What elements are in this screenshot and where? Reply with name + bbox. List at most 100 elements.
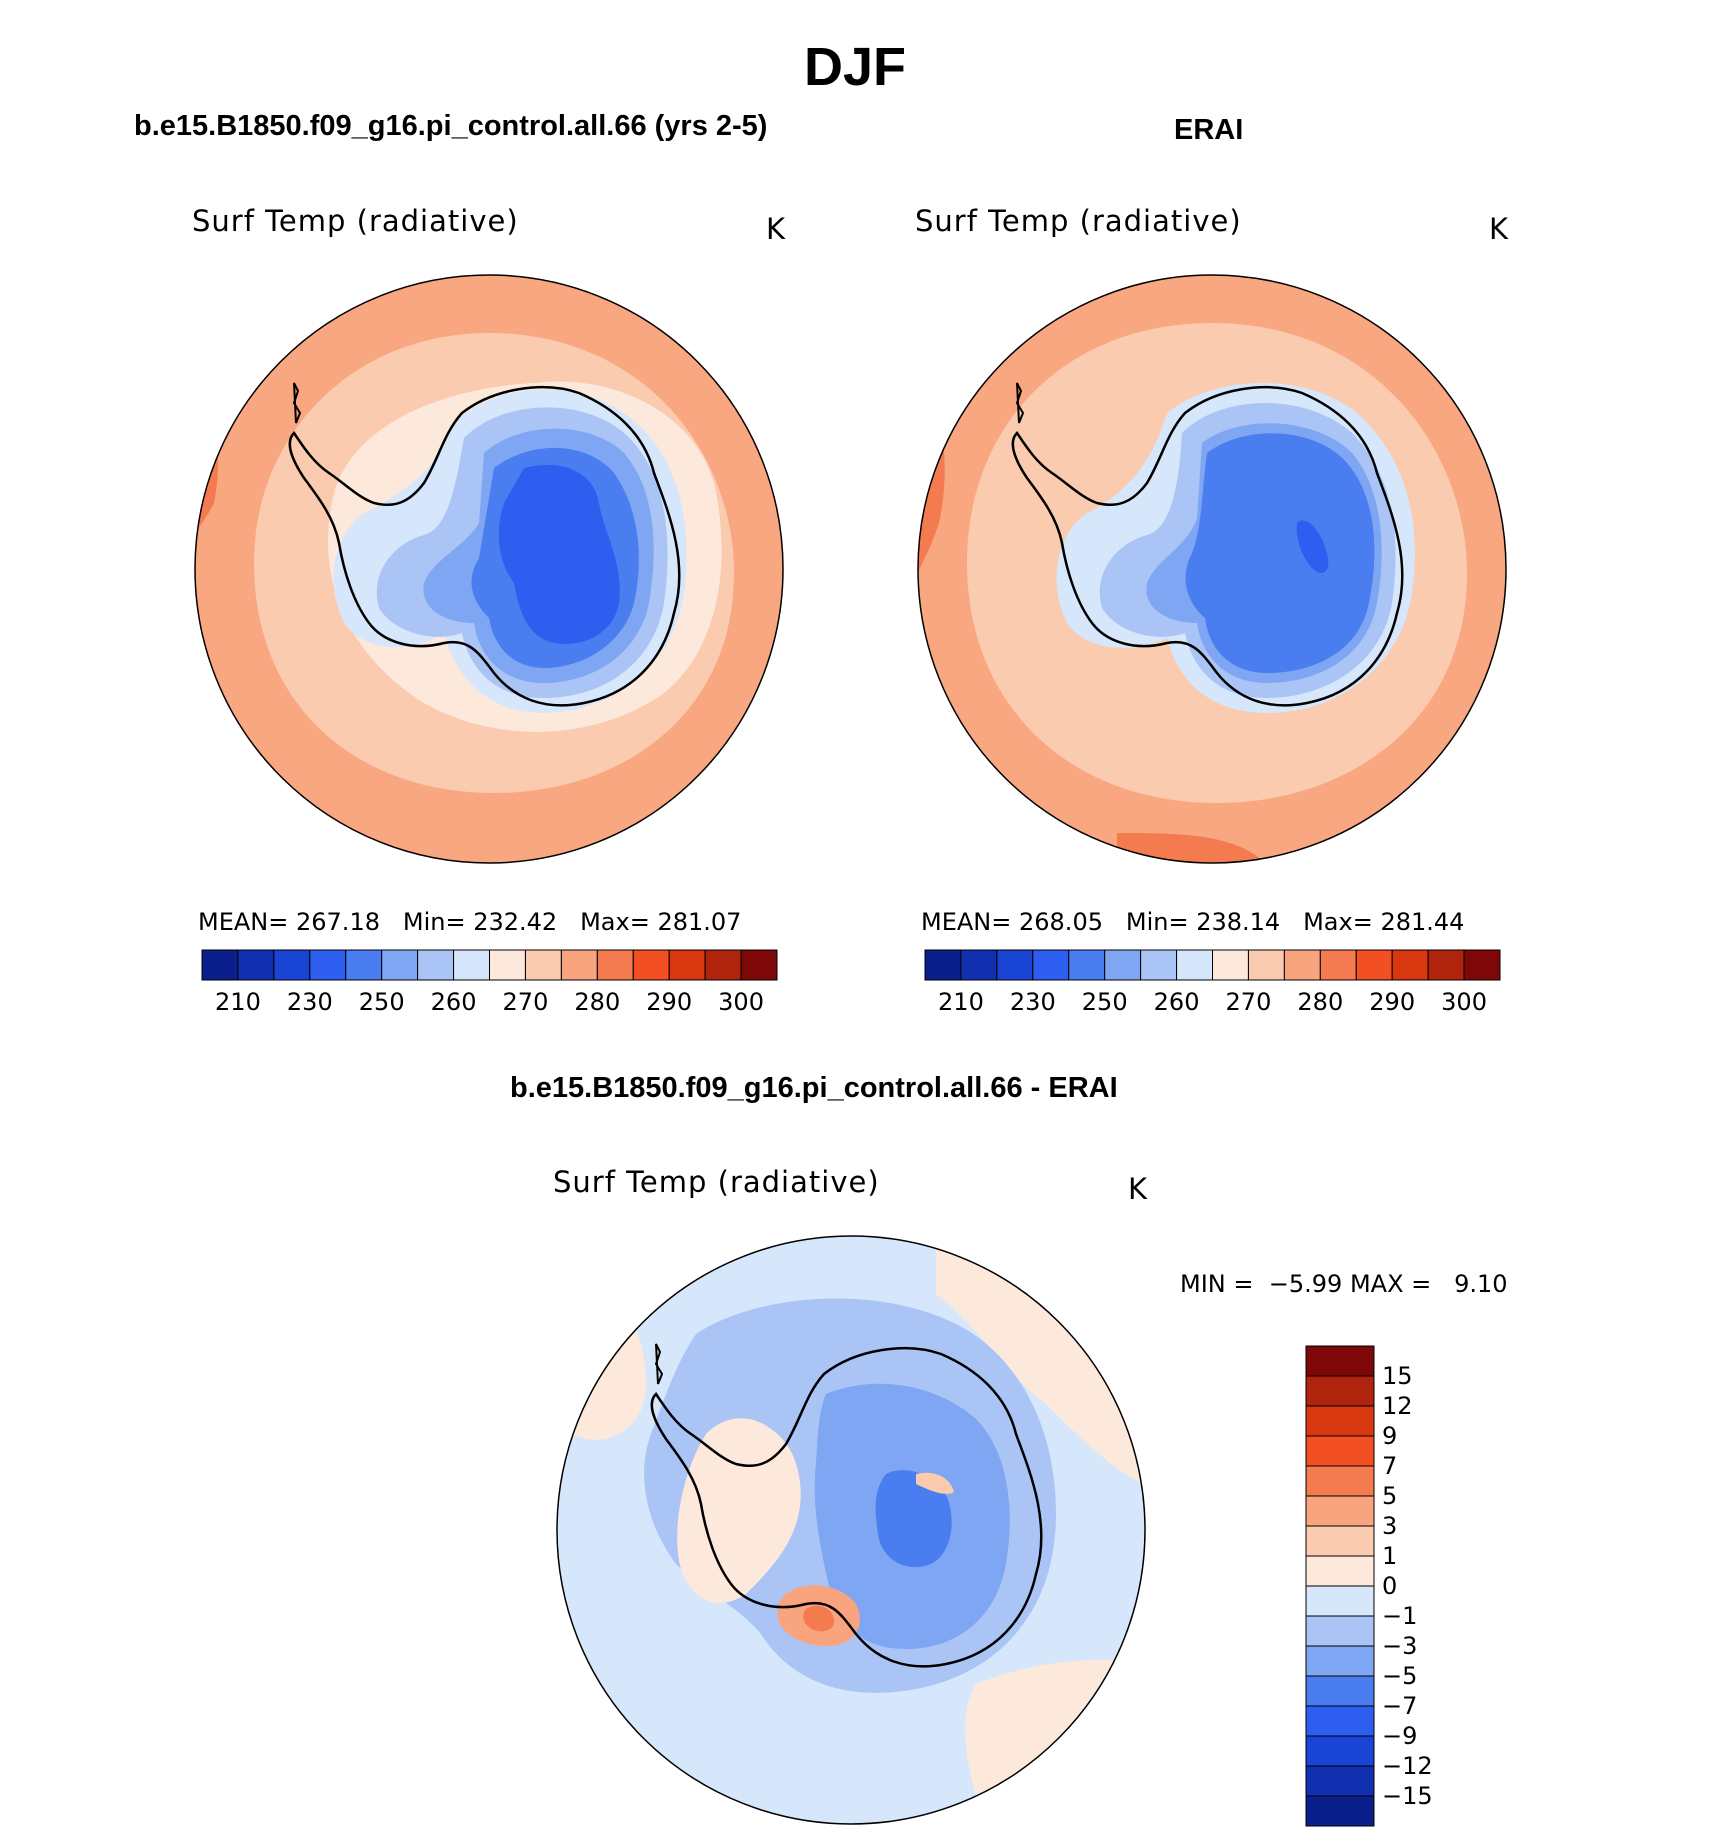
- colorbar-swatch: [201, 949, 239, 981]
- diff-colorbar-labels: 15 12 9 7 5 3 1 0 −1 −3 −5 −7 −9 −12 −15: [1382, 1346, 1502, 1826]
- colorbar-swatch: [489, 949, 526, 981]
- colorbar-tick-label: 210: [215, 988, 261, 1016]
- colorbar-swatch: [1305, 1615, 1375, 1647]
- colorbar-swatch: [1176, 949, 1213, 981]
- colorbar-tick-label: −7: [1382, 1692, 1418, 1720]
- panel2-variable: Surf Temp (radiative): [915, 204, 1242, 238]
- panel2-map-border: [917, 274, 1507, 864]
- colorbar-swatch: [1427, 949, 1465, 981]
- colorbar-swatch: [1305, 1705, 1375, 1737]
- colorbar-swatch: [1305, 1675, 1375, 1707]
- colorbar-swatch: [309, 949, 347, 981]
- colorbar-tick-label: 0: [1382, 1572, 1398, 1600]
- colorbar-swatch: [704, 949, 742, 981]
- colorbar-swatch: [1212, 949, 1249, 981]
- colorbar-swatch: [596, 949, 634, 981]
- colorbar-tick-label: 9: [1382, 1422, 1398, 1450]
- colorbar-swatch: [1305, 1645, 1375, 1677]
- colorbar-swatch: [524, 949, 562, 981]
- colorbar-tick-label: 270: [1225, 988, 1272, 1016]
- colorbar-swatch: [1032, 949, 1070, 981]
- panel1-map-border: [194, 274, 784, 864]
- colorbar-tick-label: 1: [1382, 1542, 1398, 1570]
- colorbar-swatch: [1305, 1555, 1375, 1587]
- panel2-colorbar-labels: 210 230 250 260 270 280 290 300: [925, 988, 1500, 1018]
- diff-map-border: [556, 1235, 1146, 1825]
- colorbar-tick-label: −15: [1382, 1782, 1433, 1810]
- colorbar-tick-label: 290: [646, 988, 693, 1016]
- colorbar-swatch: [1305, 1465, 1375, 1497]
- panel1-colorbar-labels: 210 230 250 260 270 280 290 300: [202, 988, 777, 1018]
- page-title: DJF: [803, 37, 906, 97]
- colorbar-swatch: [237, 949, 275, 981]
- colorbar-swatch: [1319, 949, 1357, 981]
- colorbar-tick-label: 260: [430, 988, 477, 1016]
- panel1-variable: Surf Temp (radiative): [192, 204, 519, 238]
- colorbar-tick-label: 280: [574, 988, 621, 1016]
- colorbar-swatch: [1247, 949, 1285, 981]
- colorbar-tick-label: −9: [1382, 1722, 1418, 1750]
- colorbar-swatch: [1305, 1405, 1375, 1437]
- colorbar-swatch: [417, 949, 455, 981]
- colorbar-swatch: [1305, 1735, 1375, 1767]
- panel2-units: K: [1489, 212, 1510, 246]
- colorbar-swatch: [273, 949, 311, 981]
- panel2-stats: MEAN= 268.05 Min= 238.14 Max= 281.44: [921, 908, 1465, 936]
- panel2-colorbar: [924, 949, 1501, 981]
- colorbar-swatch: [924, 949, 962, 981]
- colorbar-tick-label: 230: [286, 988, 333, 1016]
- colorbar-swatch: [1305, 1525, 1375, 1557]
- colorbar-swatch: [381, 949, 419, 981]
- panel1-stats: MEAN= 267.18 Min= 232.42 Max= 281.07: [198, 908, 742, 936]
- colorbar-tick-label: 290: [1369, 988, 1416, 1016]
- colorbar-swatch: [1305, 1435, 1375, 1467]
- colorbar-tick-label: 230: [1009, 988, 1056, 1016]
- colorbar-swatch: [1283, 949, 1321, 981]
- colorbar-swatch: [1305, 1765, 1375, 1797]
- colorbar-tick-label: 3: [1382, 1512, 1398, 1540]
- colorbar-tick-label: 250: [1081, 988, 1128, 1016]
- colorbar-swatch: [1391, 949, 1429, 981]
- colorbar-swatch: [1463, 949, 1501, 981]
- colorbar-tick-label: 300: [718, 988, 764, 1016]
- diff-minmax: MIN = −5.99 MAX = 9.10: [1180, 1270, 1508, 1298]
- diff-variable: Surf Temp (radiative): [553, 1165, 880, 1199]
- colorbar-swatch: [1068, 949, 1106, 981]
- colorbar-swatch: [1355, 949, 1393, 981]
- colorbar-swatch: [1305, 1585, 1375, 1617]
- diff-map: [556, 1235, 1146, 1825]
- colorbar-tick-label: 5: [1382, 1482, 1398, 1510]
- colorbar-tick-label: −1: [1382, 1602, 1418, 1630]
- diff-colorbar: [1305, 1345, 1375, 1827]
- colorbar-swatch: [1305, 1345, 1375, 1377]
- colorbar-tick-label: 250: [358, 988, 405, 1016]
- diff-header: b.e15.B1850.f09_g16.pi_control.all.66 - …: [510, 1072, 1118, 1104]
- panel2-map: [917, 274, 1507, 864]
- colorbar-swatch: [560, 949, 598, 981]
- colorbar-swatch: [632, 949, 670, 981]
- colorbar-tick-label: 210: [938, 988, 984, 1016]
- colorbar-swatch: [1305, 1495, 1375, 1527]
- panel2-header: ERAI: [1174, 114, 1244, 146]
- panel1-header: b.e15.B1850.f09_g16.pi_control.all.66 (y…: [134, 110, 768, 142]
- colorbar-swatch: [668, 949, 706, 981]
- colorbar-tick-label: 7: [1382, 1452, 1398, 1480]
- colorbar-swatch: [960, 949, 998, 981]
- colorbar-tick-label: 300: [1441, 988, 1487, 1016]
- colorbar-tick-label: 15: [1382, 1362, 1413, 1390]
- panel1-colorbar: [201, 949, 778, 981]
- colorbar-tick-label: −12: [1382, 1752, 1433, 1780]
- colorbar-tick-label: 280: [1297, 988, 1344, 1016]
- colorbar-swatch: [1305, 1375, 1375, 1407]
- panel1-units: K: [766, 212, 787, 246]
- colorbar-swatch: [1104, 949, 1142, 981]
- diff-units: K: [1128, 1172, 1149, 1206]
- colorbar-tick-label: 12: [1382, 1392, 1413, 1420]
- colorbar-swatch: [740, 949, 778, 981]
- colorbar-tick-label: 270: [502, 988, 549, 1016]
- colorbar-tick-label: 260: [1153, 988, 1200, 1016]
- colorbar-swatch: [453, 949, 490, 981]
- colorbar-swatch: [1140, 949, 1178, 981]
- colorbar-swatch: [1305, 1795, 1375, 1827]
- panel1-map: [194, 274, 784, 864]
